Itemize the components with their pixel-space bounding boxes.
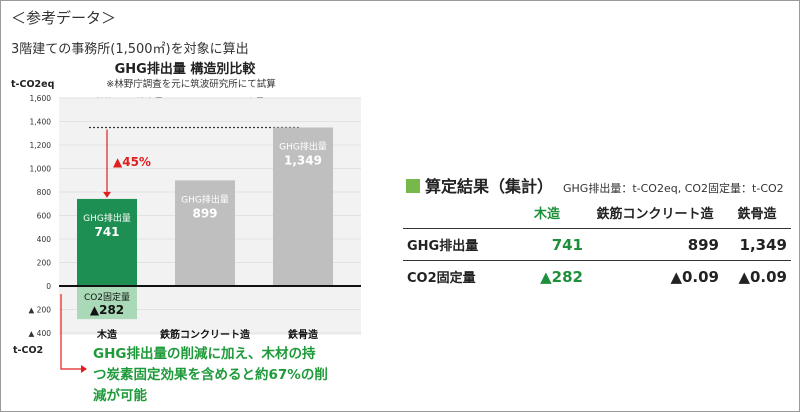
reduction-arrow-head-icon (103, 191, 111, 198)
bar-series-label: GHG排出量 (181, 193, 229, 205)
reduction-percent-label: ▲45% (113, 155, 151, 169)
y-tick-label: 1,000 (30, 165, 52, 174)
bar-ghg (273, 127, 333, 287)
x-tick-label: 鉄筋コンクリート造 (160, 328, 251, 341)
results-title: 算定結果（集計） (425, 177, 554, 196)
callout-text-line: GHG排出量の削減に加え、木材の持 (93, 345, 316, 362)
y-tick-label: ▲ 400 (29, 329, 52, 338)
green-square-icon (406, 179, 420, 193)
y-axis-label-top: t-CO2eq (11, 79, 54, 90)
results-heading: 算定結果（集計） GHG排出量：t-CO2eq, CO2固定量：t-CO2 (406, 173, 784, 197)
bar-co2 (77, 286, 137, 320)
bar-ghg (175, 180, 235, 286)
y-tick-label: ▲ 200 (29, 306, 52, 315)
y-tick-label: 1,200 (30, 141, 52, 150)
callout-text-line: つ炭素固定効果を含めると約67%の削 (93, 366, 328, 383)
column-header-steel: 鉄骨造 (723, 199, 791, 229)
bar-series-label: GHG排出量 (279, 140, 327, 152)
bar-value-label: 1,349 (284, 153, 322, 167)
y-tick-label: 1,600 (30, 94, 52, 103)
cell-co2-rc: ▲0.09 (670, 267, 719, 286)
cell-ghg-wood: 741 (507, 228, 587, 261)
y-tick-label: 0 (46, 282, 51, 291)
y-tick-label: 200 (37, 259, 52, 268)
chart-title: GHG排出量 構造別比較 (115, 61, 257, 77)
results-unit: GHG排出量：t-CO2eq, CO2固定量：t-CO2 (563, 182, 784, 195)
bar-value-label: 899 (192, 206, 217, 220)
y-tick-label: 600 (37, 212, 52, 221)
building-description: 3階建ての事務所(1,500㎡)を対象に算出 (11, 42, 249, 57)
bar-series-label: GHG排出量 (83, 212, 131, 224)
cell-ghg-rc: 899 (587, 228, 723, 261)
y-tick-label: 1,400 (30, 118, 52, 127)
table-row: GHG排出量 741 899 1,349 (403, 228, 791, 261)
y-tick-label: 400 (37, 235, 52, 244)
column-header-wood: 木造 (507, 199, 587, 229)
cell-co2-wood: ▲282 (540, 267, 583, 286)
cell-ghg-steel: 1,349 (723, 228, 791, 261)
callout-arrow-icon (81, 365, 87, 373)
results-table: 木造 鉄筋コンクリート造 鉄骨造 GHG排出量 741 899 1,349 CO… (403, 199, 791, 292)
bar-series-label: CO2固定量 (84, 291, 130, 303)
table-header-row: 木造 鉄筋コンクリート造 鉄骨造 (403, 199, 791, 229)
y-axis-label-bottom: t-CO2 (13, 345, 43, 356)
bar-value-label: ▲282 (90, 303, 124, 317)
bar-value-label: 741 (94, 225, 119, 239)
bar-ghg (77, 198, 137, 286)
x-tick-label: 木造 (96, 328, 118, 341)
column-header (403, 199, 507, 229)
reference-data-heading: ＜参考データ＞ (11, 9, 117, 27)
x-tick-label: 鉄骨造 (288, 328, 319, 341)
callout-connector (60, 294, 81, 370)
ghg-bar-chart: GHG排出量 構造別比較※林野庁調査を元に筑波研究所にて試算(単位 GHG排出量… (11, 61, 361, 404)
table-row: CO2固定量 ▲282 ▲0.09 ▲0.09 (403, 261, 791, 293)
column-header-rc: 鉄筋コンクリート造 (587, 199, 723, 229)
cell-co2-steel: ▲0.09 (738, 267, 787, 286)
row-label-co2: CO2固定量 (407, 271, 476, 286)
row-label-ghg: GHG排出量 (403, 228, 507, 261)
callout-text-line: 減が可能 (93, 387, 147, 404)
y-tick-label: 800 (37, 188, 52, 197)
chart-note-source: ※林野庁調査を元に筑波研究所にて試算 (106, 78, 275, 90)
